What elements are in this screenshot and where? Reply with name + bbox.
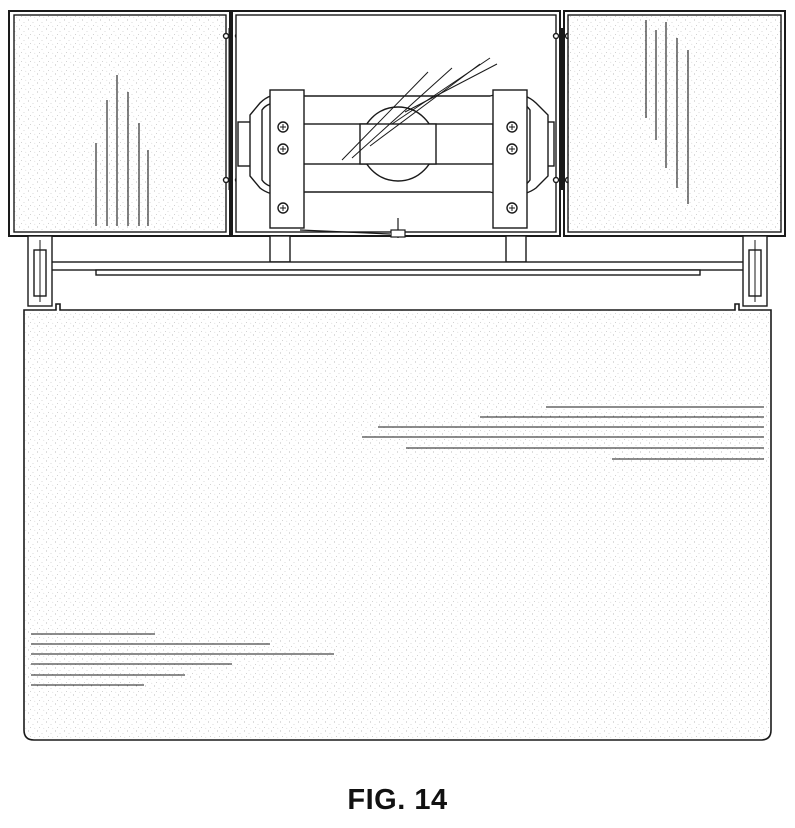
right-mirror-panel: [564, 11, 785, 236]
figure-caption: FIG. 14: [0, 784, 795, 817]
right-bracket: [493, 90, 527, 228]
patent-drawing: [0, 0, 795, 780]
left-bracket: [270, 90, 304, 228]
right-pivot-hinge: [743, 236, 767, 306]
main-panel: [24, 304, 771, 740]
support-posts: [270, 236, 526, 262]
center-panel: [232, 11, 560, 238]
left-mirror-panel: [9, 11, 230, 236]
support-rail: [40, 262, 756, 275]
left-pivot-hinge: [28, 236, 52, 306]
